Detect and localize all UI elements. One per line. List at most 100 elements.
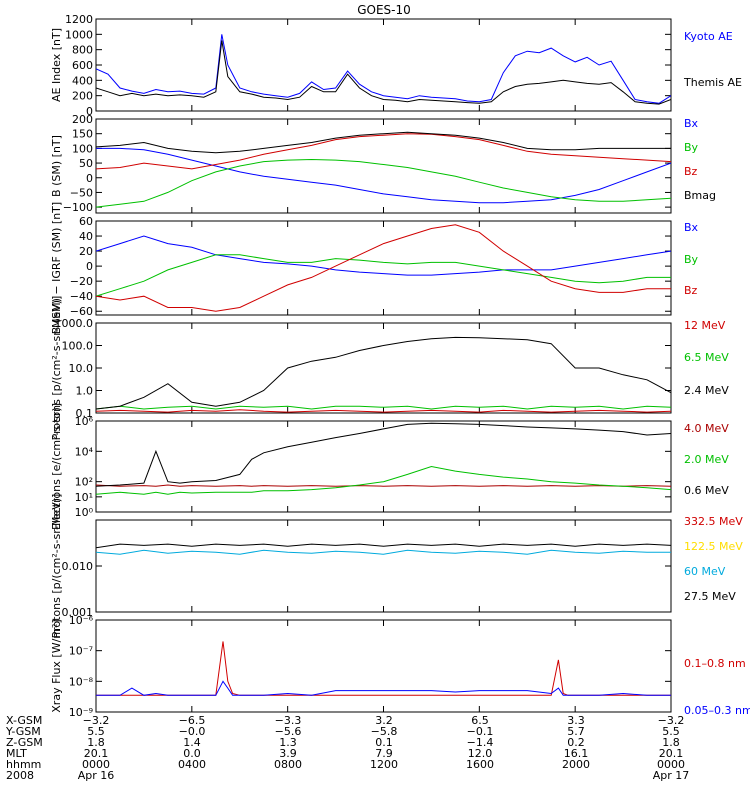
figure-title: GOES-10 (357, 3, 411, 17)
y-axis-label: Protons [p/(cm²-s-sr-MeV)] (50, 494, 63, 639)
ephemeris-cell: 0400 (178, 758, 206, 771)
y-tick-label: 0.1 (76, 407, 94, 420)
ephemeris-cell: −3.2 (658, 714, 685, 727)
ephemeris-cell: 7.9 (375, 747, 393, 760)
y-tick-label: 1200 (65, 13, 93, 26)
ephemeris-cell: 1.8 (662, 736, 680, 749)
y-tick-label: 50 (79, 157, 93, 170)
panel-frame (95, 519, 672, 613)
series-line-by (96, 254, 671, 297)
ephemeris-cell: 5.5 (87, 725, 105, 738)
y-tick-label: −60 (70, 305, 93, 318)
series-line-6-5-mev (96, 405, 671, 410)
y-tick-label: 150 (72, 128, 93, 141)
y-tick-label: 0 (86, 172, 93, 185)
series-line-2-0-mev (96, 465, 671, 495)
y-tick-label: −40 (70, 290, 93, 303)
series-line-themis-ae (96, 40, 671, 105)
ephemeris-cell: Apr 16 (78, 769, 115, 782)
y-tick-label: 10⁻⁷ (69, 645, 93, 658)
series-line-0-05-0-3-nm (96, 680, 671, 696)
series-line-4-0-mev (96, 484, 671, 487)
ephemeris-cell: Apr 17 (653, 769, 690, 782)
series-line-bx (96, 147, 671, 204)
legend-entry: Themis AE (683, 76, 742, 89)
series-line-27-5-mev (96, 543, 671, 549)
ephemeris-cell: 0000 (657, 758, 685, 771)
y-tick-label: 10⁴ (75, 445, 94, 458)
ephemeris-cell: −6.5 (179, 714, 206, 727)
y-tick-label: 10⁶ (75, 415, 94, 428)
ephemeris-cell: 3.9 (279, 747, 297, 760)
ephemeris-row-label: Y-GSM (5, 725, 41, 738)
ephemeris-cell: 3.2 (375, 714, 393, 727)
legend-entry: 60 MeV (684, 565, 726, 578)
ephemeris-cell: 6.5 (471, 714, 489, 727)
ephemeris-table: X-GSMY-GSMZ-GSMMLThhmm2008−3.25.51.820.1… (5, 714, 689, 782)
y-tick-label: −20 (70, 275, 93, 288)
y-tick-label: 10.0 (69, 362, 94, 375)
ephemeris-cell: 16.1 (564, 747, 589, 760)
panel-bigrf: −60 −40 −20 0 20 40 60 B (SM) − IGRF (SM) [nT] B… (50, 202, 699, 334)
ephemeris-cell: 1600 (466, 758, 494, 771)
y-tick-label: 400 (72, 74, 93, 87)
series-line-bz (96, 224, 671, 312)
series-line-by (96, 158, 671, 208)
legend-entry: 332.5 MeV (684, 515, 743, 528)
y-axis-label: Xray Flux [W/m²] (50, 619, 63, 712)
legend-entry: Bz (684, 284, 698, 297)
ephemeris-cell: 1.8 (87, 736, 105, 749)
ephemeris-cell: 20.1 (84, 747, 109, 760)
legend-entry: 2.0 MeV (684, 453, 729, 466)
y-tick-label: −100 (63, 201, 93, 214)
legend-entry: Bmag (684, 189, 716, 202)
series-line-0-1-0-8-nm (96, 641, 671, 696)
legend-entry: 0.6 MeV (684, 484, 729, 497)
y-tick-label: 10⁻⁹ (69, 706, 93, 719)
legend-entry: Bx (684, 221, 699, 234)
y-tick-label: 10⁻⁶ (69, 614, 94, 627)
y-tick-label: 100.0 (62, 340, 94, 353)
y-axis-label: AE Index [nT] (50, 28, 63, 102)
y-tick-label: 0.001 (62, 606, 94, 619)
y-axis-label: B (SM) [nT] (50, 135, 63, 197)
legend-entry: By (684, 253, 699, 266)
legend-entry: 0.1–0.8 nm (684, 657, 746, 670)
panel-electrons: 10⁰ 10¹ 10² 10⁴ 10⁶ Electrons [e/(cm²-s-sr)] 4… (50, 403, 729, 530)
series-line-60-mev (96, 549, 671, 555)
ephemeris-cell: 1.3 (279, 736, 297, 749)
series-line-kyoto-ae (96, 34, 671, 104)
panel-frame (95, 118, 672, 214)
legend-entry: Bx (684, 117, 699, 130)
ephemeris-row-label: X-GSM (6, 714, 42, 727)
ephemeris-cell: 5.7 (567, 725, 585, 738)
ephemeris-cell: 12.0 (468, 747, 493, 760)
y-tick-label: 10⁻⁸ (69, 675, 94, 688)
legend-entry: 27.5 MeV (684, 590, 736, 603)
legend-entry: 0.05–0.3 nm (684, 704, 750, 717)
y-tick-label: 1000 (65, 28, 93, 41)
series-line-bmag (96, 131, 671, 154)
ephemeris-cell: −5.6 (275, 725, 302, 738)
ephemeris-cell: −5.8 (371, 725, 398, 738)
panel-frame (95, 420, 672, 513)
panel-frame (95, 18, 672, 112)
y-tick-label: 100 (72, 142, 93, 155)
legend-entry: 122.5 MeV (684, 540, 743, 553)
ephemeris-cell: −1.4 (467, 736, 494, 749)
y-tick-label: 200 (72, 90, 93, 103)
legend-entry: By (684, 141, 699, 154)
ephemeris-cell: 0.1 (375, 736, 393, 749)
y-tick-label: 60 (79, 215, 93, 228)
ephemeris-cell: 0800 (274, 758, 302, 771)
series-line-2-4-mev (96, 336, 671, 410)
y-tick-label: 10¹ (75, 491, 93, 504)
panel-frame (95, 619, 672, 713)
legend-entry: Kyoto AE (684, 30, 733, 43)
series-line-bz (96, 133, 671, 170)
ephemeris-cell: 0000 (82, 758, 110, 771)
